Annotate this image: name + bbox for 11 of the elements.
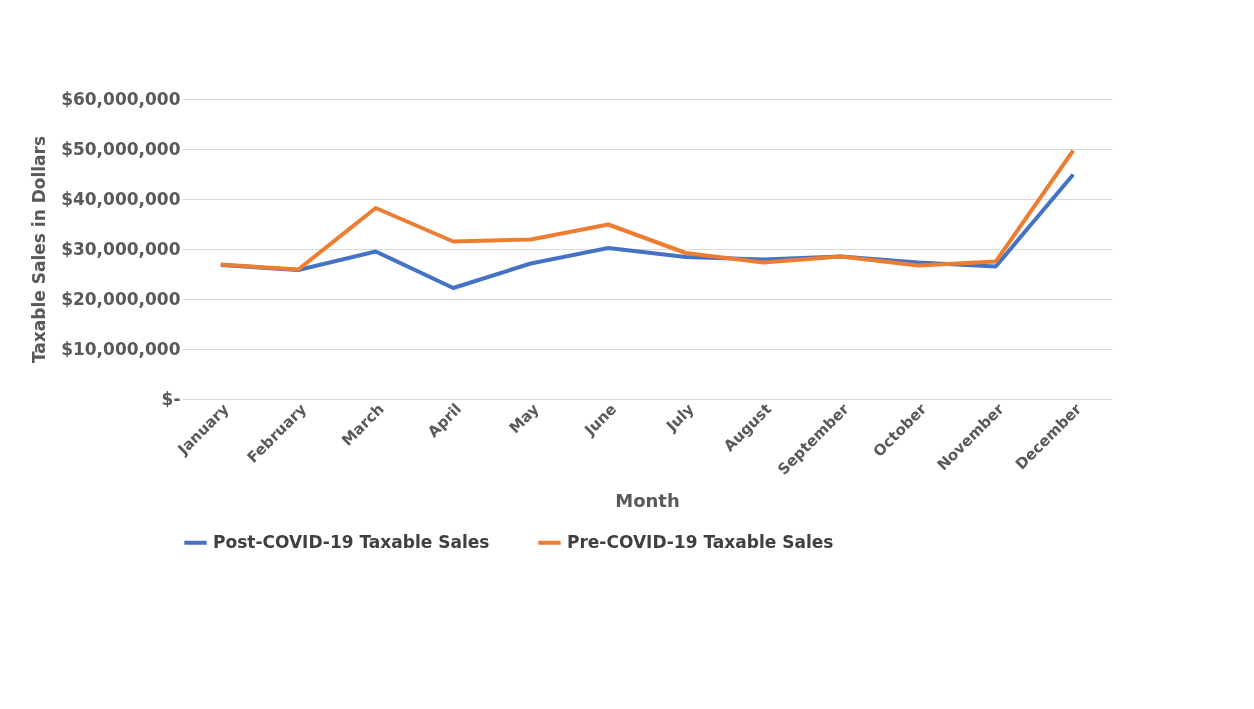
y-tick-label: $10,000,000 bbox=[61, 338, 181, 359]
y-tick-label: $30,000,000 bbox=[61, 238, 181, 259]
y-tick-label: $20,000,000 bbox=[61, 288, 181, 309]
y-axis-title: Taxable Sales in Dollars bbox=[29, 135, 50, 364]
y-tick-label: $40,000,000 bbox=[61, 188, 181, 209]
y-tick-label: $60,000,000 bbox=[61, 88, 181, 109]
legend-label: Pre-COVID-19 Taxable Sales bbox=[567, 531, 834, 552]
legend-label: Post-COVID-19 Taxable Sales bbox=[213, 531, 490, 552]
line-series bbox=[218, 148, 1076, 272]
x-axis-title: Month bbox=[615, 489, 680, 511]
y-tick-label: $50,000,000 bbox=[61, 138, 181, 159]
